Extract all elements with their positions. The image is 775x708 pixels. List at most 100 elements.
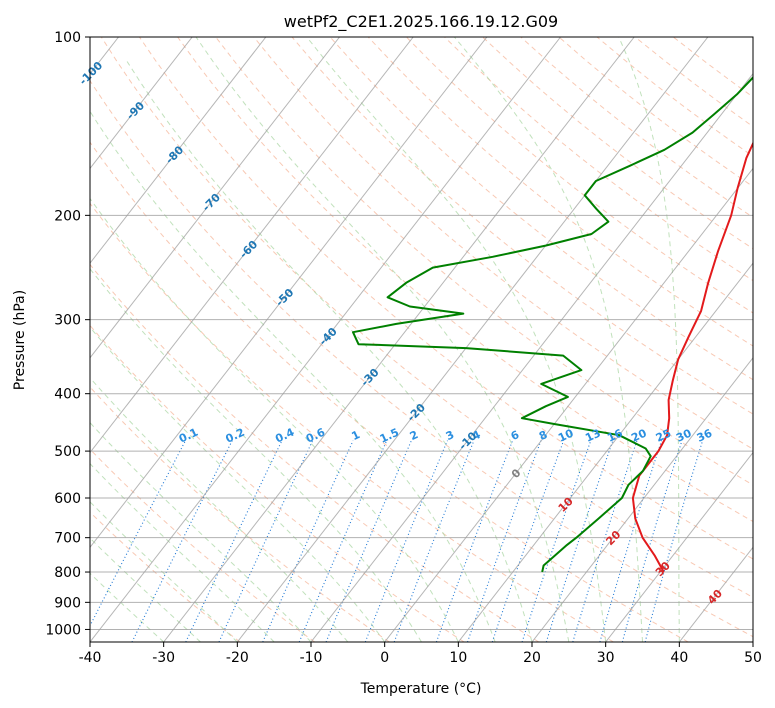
moist-adiabat-line [90,421,312,642]
dry-adiabat-line [329,37,753,381]
moist-adiabat-line [90,537,201,642]
x-tick-label: 0 [380,650,389,666]
y-tick-label: 700 [54,531,81,547]
y-tick-label: 900 [54,595,81,611]
moist-adiabat-line [454,37,643,642]
mixing-ratio-label: 16 [605,426,625,444]
isotherm-label: -50 [273,286,296,309]
mixing-ratio-line [466,440,542,642]
plot-frame [89,36,754,643]
isotherm-label: -60 [237,238,260,261]
mixing-ratio-label: 25 [654,427,673,445]
background-reference-lines [90,37,753,642]
moist-adiabat-line [90,197,459,642]
mixing-ratio-label: 36 [695,426,715,444]
y-tick-label: 500 [54,444,81,460]
dry-adiabat-line [291,37,753,415]
mixing-ratio-label: 8 [537,428,549,443]
dry-adiabat-line [90,386,390,642]
mixing-ratio-label: 0.1 [177,426,200,446]
isotherm-label: 20 [603,528,623,548]
isotherm-line [310,72,753,642]
y-tick-label: 100 [54,30,81,46]
moist-adiabat-line [618,37,680,642]
moist-adiabat-line [90,377,349,642]
moist-adiabat-line [90,572,165,642]
isotherm-line [752,641,753,642]
isotherm-line [90,37,267,264]
isotherm-line [90,37,193,170]
x-tick-label: -40 [79,650,102,666]
mixing-ratio-line [298,440,388,642]
moist-adiabat-line [90,268,422,642]
mixing-ratio-line [491,440,565,642]
isotherm-line [163,37,635,642]
dry-adiabat-line [100,37,753,598]
reference-line-labels: 0.1 0.2 0.4 0.6 1 1.5 2 3 4 6 8 10 13 16 20 25 30 36-100-… [77,59,726,607]
isotherm-line [90,37,488,549]
isotherm-label: -30 [358,366,381,389]
moist-adiabat-line [90,501,238,642]
mixing-ratio-label: 13 [583,427,602,445]
grid-lines [90,37,753,642]
x-tick-label: -20 [226,650,249,666]
dry-adiabat-line [367,37,753,347]
mixing-ratio-line [599,440,663,642]
mixing-ratio-line [262,440,354,642]
y-tick-label: 800 [54,565,81,581]
moist-adiabat-line [90,326,386,642]
isotherm-label: -40 [317,325,340,348]
x-tick-label: -10 [300,650,323,666]
mixing-ratio-line [90,440,186,628]
isotherm-line [90,37,561,642]
y-tick-label: 400 [54,387,81,403]
y-tick-label: 300 [54,313,81,329]
mixing-ratio-line [131,440,233,642]
mixing-ratio-label: 20 [629,426,649,444]
temperature-profile-line [631,141,753,573]
x-tick-label: 20 [523,650,541,666]
mixing-ratio-line [364,440,449,642]
y-axis-label: Pressure (hPa) [12,290,28,390]
mixing-ratio-line [644,440,704,642]
isotherm-line [236,37,709,642]
x-tick-label: 50 [744,650,762,666]
dry-adiabat-line [138,37,753,560]
mixing-ratio-line [621,440,683,642]
chart-title: wetPf2_C2E1.2025.166.19.12.G09 [284,12,558,32]
y-tick-label: 1000 [45,622,81,638]
isotherm-line [531,357,753,642]
isotherm-line [384,167,753,642]
y-axis: 100 200 300 400 500 600 700 800 900 1000 [45,30,90,638]
dry-adiabat-line [90,263,540,642]
y-tick-label: 200 [54,208,81,224]
x-tick-label: 30 [597,650,615,666]
isotherm-label: -80 [163,143,186,166]
isotherm-line [90,37,340,359]
dry-adiabat-line [90,324,465,642]
dry-adiabat-line [596,37,753,157]
mixing-ratio-label: 3 [444,428,456,443]
moist-adiabat-line [90,110,496,642]
x-axis: -40 -30 -20 -10 0 10 20 30 40 50 [79,642,762,666]
mixing-ratio-line [185,440,283,642]
x-tick-label: 10 [449,650,467,666]
mixing-ratio-line [521,440,592,642]
isotherm-line [90,37,414,454]
dry-adiabat-line [444,37,753,282]
x-tick-label: -30 [152,650,175,666]
dry-adiabat-line [90,202,614,642]
mixing-ratio-line [545,440,614,642]
mixing-ratio-label: 10 [556,426,576,444]
mixing-ratio-line [435,440,514,642]
moist-adiabat-line [126,61,533,642]
dry-adiabat-line [90,141,689,642]
dewpoint-profile-line [352,76,753,573]
mixing-ratio-label: 1.5 [378,426,401,446]
dry-adiabat-line [406,37,753,314]
x-axis-label: Temperature (°C) [360,681,482,697]
isotherm-label: 30 [653,559,673,579]
isotherm-label: -20 [405,401,428,424]
y-tick-label: 600 [54,491,81,507]
